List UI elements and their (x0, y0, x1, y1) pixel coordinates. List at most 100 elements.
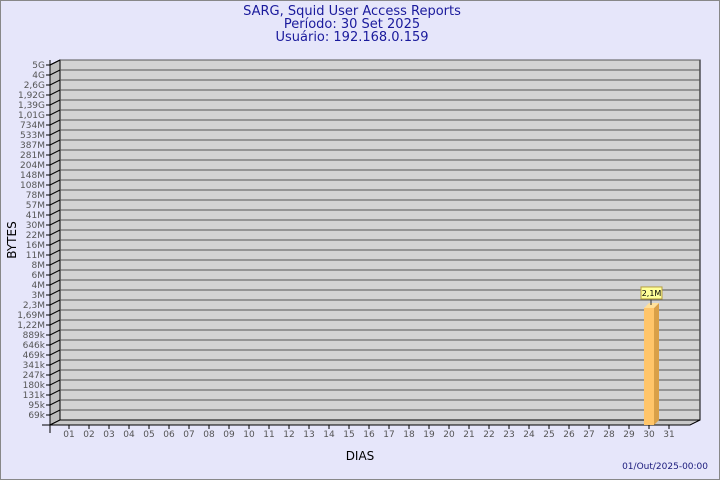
grid-line-side (49, 339, 61, 346)
chart-user: Usuário: 192.168.0.159 (275, 30, 428, 45)
bar-label: 2,1M (642, 289, 662, 298)
x-tick-label: 13 (303, 430, 314, 440)
grid-line-side (49, 209, 61, 216)
y-tick-label: 247k (23, 371, 46, 381)
grid-line-side (49, 169, 61, 176)
x-tick-label: 24 (523, 430, 535, 440)
x-tick-label: 10 (243, 430, 255, 440)
y-tick-label: 148M (20, 171, 45, 181)
y-tick-label: 180k (23, 381, 46, 391)
x-tick-label: 22 (483, 430, 494, 440)
footer-timestamp: 01/Out/2025-00:00 (622, 462, 708, 472)
grid-line-side (49, 199, 61, 206)
y-tick-label: 69k (28, 411, 45, 421)
grid-line-side (49, 349, 61, 356)
y-tick-label: 2,3M (23, 301, 45, 311)
grid-line-side (49, 259, 61, 266)
y-tick-label: 204M (20, 161, 45, 171)
grid-line-side (49, 239, 61, 246)
grid-line-side (49, 89, 61, 96)
x-tick-label: 25 (543, 430, 554, 440)
x-axis-label: DIAS (346, 449, 375, 463)
bar (644, 307, 654, 425)
grid-line-side (49, 59, 61, 66)
x-tick-label: 30 (643, 430, 655, 440)
x-tick-label: 14 (323, 430, 335, 440)
y-tick-label: 30M (26, 221, 45, 231)
chart-period: Período: 30 Set 2025 (284, 17, 420, 32)
y-tick-label: 281M (20, 151, 45, 161)
grid-line-side (49, 379, 61, 386)
x-tick-label: 31 (663, 430, 674, 440)
y-tick-label: 41M (26, 211, 45, 221)
x-tick-label: 29 (623, 430, 635, 440)
grid-line-side (49, 139, 61, 146)
chart-title: SARG, Squid User Access Reports (243, 4, 461, 19)
x-tick-label: 19 (423, 430, 435, 440)
grid-line-side (49, 409, 61, 416)
grid-line-side (49, 399, 61, 406)
grid-line-side (49, 359, 61, 366)
y-tick-label: 108M (20, 181, 45, 191)
x-tick-label: 12 (283, 430, 294, 440)
x-tick-label: 02 (83, 430, 94, 440)
y-tick-label: 889k (23, 331, 46, 341)
x-tick-label: 16 (363, 430, 375, 440)
y-tick-label: 2,6G (24, 81, 45, 91)
x-tick-label: 06 (163, 430, 175, 440)
y-tick-label: 1,01G (18, 111, 45, 121)
grid-line-side (49, 329, 61, 336)
grid-line-side (49, 79, 61, 86)
grid-line-side (49, 129, 61, 136)
y-tick-label: 1,92G (18, 91, 45, 101)
x-tick-label: 04 (123, 430, 135, 440)
x-tick-label: 23 (503, 430, 514, 440)
grid-line-side (49, 149, 61, 156)
x-tick-label: 21 (463, 430, 474, 440)
y-tick-label: 734M (20, 121, 45, 131)
x-tick-label: 17 (383, 430, 394, 440)
grid-line-side (49, 269, 61, 276)
grid-line-side (49, 279, 61, 286)
y-tick-label: 95k (28, 401, 45, 411)
y-tick-label: 1,39G (18, 101, 45, 111)
y-tick-label: 11M (26, 251, 45, 261)
grid-line-side (49, 159, 61, 166)
y-tick-label: 4M (32, 281, 46, 291)
y-tick-label: 387M (20, 141, 45, 151)
grid-line-side (49, 309, 61, 316)
y-tick-label: 22M (26, 231, 45, 241)
y-tick-label: 341k (23, 361, 46, 371)
x-tick-label: 28 (603, 430, 615, 440)
x-tick-label: 03 (103, 430, 114, 440)
y-tick-label: 533M (20, 131, 45, 141)
y-tick-label: 5G (32, 61, 45, 71)
bar-top (644, 302, 659, 308)
x-tick-label: 11 (263, 430, 274, 440)
floor (49, 419, 701, 426)
x-tick-label: 18 (403, 430, 415, 440)
x-tick-label: 26 (563, 430, 575, 440)
grid-line-side (49, 109, 61, 116)
y-tick-label: 4G (32, 71, 45, 81)
grid-line-side (49, 249, 61, 256)
y-tick-label: 3M (32, 291, 46, 301)
y-tick-label: 57M (26, 201, 45, 211)
grid-line-side (49, 369, 61, 376)
x-tick-label: 15 (343, 430, 354, 440)
y-tick-label: 6M (32, 271, 46, 281)
grid-line-side (49, 179, 61, 186)
y-tick-label: 1,22M (17, 321, 45, 331)
grid-line-side (49, 219, 61, 226)
y-tick-label: 131k (23, 391, 46, 401)
grid-line-side (49, 299, 61, 306)
x-tick-label: 07 (183, 430, 194, 440)
x-tick-label: 05 (143, 430, 154, 440)
bar-label-box (640, 286, 663, 300)
y-tick-label: 646k (23, 341, 46, 351)
bar-side (654, 302, 659, 425)
y-axis-label: BYTES (5, 221, 19, 258)
x-tick-label: 27 (583, 430, 594, 440)
x-tick-label: 20 (443, 430, 455, 440)
y-tick-label: 1,69M (17, 311, 45, 321)
